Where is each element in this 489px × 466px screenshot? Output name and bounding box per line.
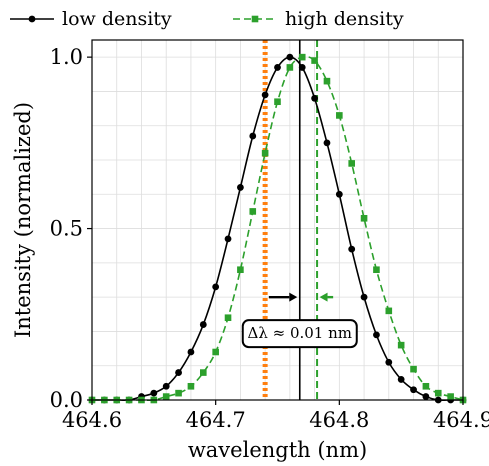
x-axis-label: wavelength (nm) [188,438,367,462]
data-point-high-density [274,98,281,106]
data-point-high-density [212,348,219,356]
shift-annotation: Δλ ≈ 0.01 nm [241,319,358,349]
data-point-low-density [249,132,257,140]
axis-ticks: 464.6 464.7 464.8 464.9 0.0 0.5 1.0 [50,45,489,432]
legend-label-high-density: high density [285,8,404,30]
data-point-low-density [187,348,195,356]
shift-arrows [268,292,334,302]
data-point-high-density [348,160,355,167]
data-point-high-density [187,382,195,390]
data-point-low-density [311,94,318,102]
y-tick-label: 1.0 [50,45,83,69]
data-point-high-density [237,266,244,274]
data-point-high-density [422,382,430,390]
y-tick-label: 0.0 [50,388,83,412]
data-point-low-density [224,235,232,243]
data-point-low-density [274,64,281,71]
legend-label-low-density: low density [62,8,172,30]
y-tick-label: 0.5 [50,217,83,241]
data-point-high-density [224,314,232,322]
data-point-high-density [447,393,454,400]
annotation-text: Δλ ≈ 0.01 nm [248,324,353,342]
data-point-high-density [162,393,170,400]
data-point-low-density [373,331,380,339]
data-point-high-density [373,266,380,274]
data-point-high-density [434,389,442,397]
data-point-low-density [323,139,331,147]
data-point-high-density [336,112,343,119]
data-point-high-density [410,365,417,373]
data-point-high-density [175,389,182,397]
plot-frame [91,39,464,401]
data-point-low-density [298,64,306,71]
data-point-low-density [385,358,393,366]
grid-lines [91,40,464,401]
data-point-low-density [261,91,269,99]
data-point-low-density [348,245,356,253]
data-point-low-density [335,190,343,198]
data-point-low-density [237,184,244,191]
shift-arrow-head [289,292,298,302]
x-tick-label: 464.6 [62,408,122,432]
data-point-low-density [286,53,294,61]
data-point-low-density [360,293,368,301]
legend: low density high density [10,8,404,30]
data-point-high-density [397,341,405,349]
data-point-low-density [212,283,220,291]
legend-marker-low-density [28,15,36,23]
data-point-low-density [162,382,170,390]
data-point-high-density [385,307,393,315]
annotation-box [241,319,358,349]
x-tick-label: 464.9 [433,408,489,432]
data-point-high-density [360,214,368,222]
data-point-low-density [397,376,405,383]
data-point-low-density [175,369,182,376]
data-point-high-density [249,208,257,215]
shift-arrow-head [319,292,328,302]
data-point-high-density [261,149,269,157]
data-point-low-density [199,321,207,328]
data-point-high-density [311,57,318,64]
data-point-high-density [286,64,294,71]
x-tick-label: 464.7 [186,408,246,432]
x-tick-label: 464.8 [309,408,369,432]
data-point-high-density [298,53,306,61]
data-point-low-density [422,393,430,400]
data-point-low-density [410,386,417,394]
data-point-high-density [200,369,207,376]
data-point-low-density [150,389,158,397]
y-axis-label: Intensity (normalized) [11,102,35,338]
data-point-high-density [323,77,331,85]
legend-marker-high-density [251,15,259,23]
